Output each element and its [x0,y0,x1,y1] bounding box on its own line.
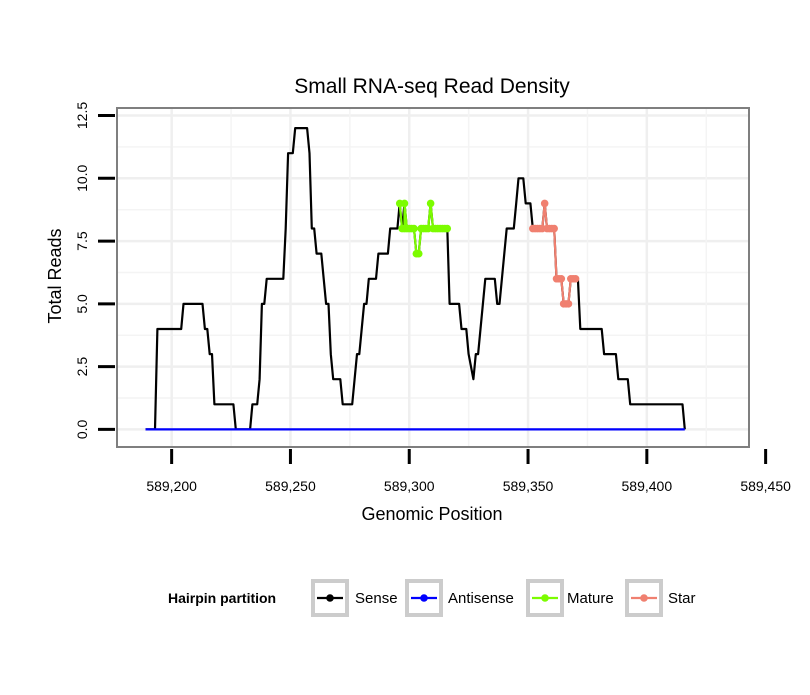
data-point-star [550,224,558,233]
data-point-mature [414,249,423,258]
data-point-star [557,274,566,283]
data-point-star [571,274,580,283]
data-point-star [540,199,549,208]
legend-title: Hairpin partition [168,590,276,606]
legend-key-marker-mature [541,594,549,602]
x-axis-label: Genomic Position [361,504,502,524]
legend-item-star: Star [625,579,696,617]
legend-key-marker-antisense [420,594,428,602]
legend-key-marker-sense [326,594,334,602]
plot-background [117,108,749,447]
y-axis-label: Total Reads [45,228,65,323]
y-tick-label: 2.5 [74,357,90,377]
legend: Hairpin partition Sense Antisense Mature St… [168,579,696,617]
x-tick-label: 589,200 [146,478,197,494]
x-tick-label: 589,350 [503,478,554,494]
data-point-mature [410,224,418,233]
y-tick-label: 10.0 [74,164,90,191]
x-tick-label: 589,400 [622,478,673,494]
x-tick-label: 589,300 [384,478,435,494]
data-point-mature [443,224,452,233]
legend-label-antisense: Antisense [448,590,514,607]
data-point-star [564,300,573,308]
legend-label-star: Star [668,590,696,607]
y-tick-label: 0.0 [74,419,90,439]
legend-key-marker-star [640,594,648,602]
x-tick-label: 589,450 [740,478,791,494]
chart-title: Small RNA-seq Read Density [294,75,570,98]
legend-item-antisense: Antisense [405,579,514,617]
plot-area: 589,200 589,250 589,300 589,350 589,400 589,4… [74,102,791,494]
legend-item-sense: Sense [311,579,398,617]
legend-label-mature: Mature [567,590,614,607]
y-tick-label: 12.5 [74,102,90,129]
x-tick-label: 589,250 [265,478,316,494]
y-tick-label: 5.0 [74,294,90,314]
plot-border [116,107,750,448]
legend-label-sense: Sense [355,590,398,607]
legend-item-mature: Mature [526,579,614,617]
data-point-mature [400,199,409,208]
y-tick-label: 7.5 [74,231,90,251]
data-point-mature [426,199,435,208]
